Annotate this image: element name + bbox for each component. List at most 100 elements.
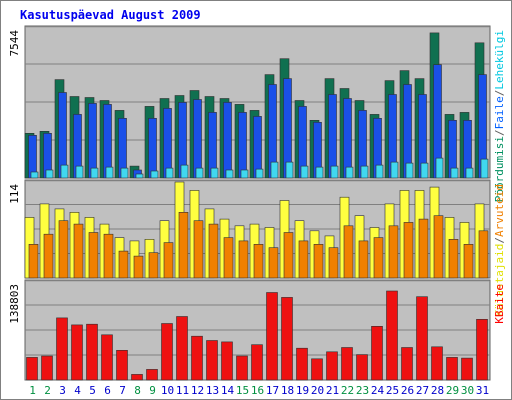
bars-bottom	[26, 290, 488, 381]
bar-faile-22	[343, 98, 352, 179]
x-tick-label: 28	[431, 384, 444, 397]
series-legend: KBaite	[493, 284, 506, 324]
bar-faile-14	[223, 102, 232, 179]
panels-layer: 7544Pöördumisi/Faile/Lehekülgi114Külasta…	[8, 25, 506, 381]
bars-top	[24, 32, 489, 179]
bar-kbaite-26	[401, 347, 413, 381]
bar-kbaite-18	[281, 297, 293, 381]
x-tick-label: 31	[476, 384, 489, 397]
bar-lehekülgi-23	[360, 165, 369, 179]
x-tick-label: 11	[176, 384, 189, 397]
bar-arvuteid-27	[418, 218, 429, 279]
bar-kbaite-21	[326, 351, 338, 381]
bar-lehekülgi-26	[405, 162, 414, 179]
bar-kbaite-27	[416, 296, 428, 381]
panel-bottom: 138803 KBaite	[8, 279, 506, 381]
legend-entry: /	[493, 129, 506, 136]
bar-kbaite-12	[191, 335, 203, 381]
bar-arvuteid-3	[58, 220, 69, 279]
x-tick-label: 29	[446, 384, 459, 397]
bar-faile-12	[193, 99, 202, 179]
bar-kbaite-22	[341, 347, 353, 381]
x-tick-label: 23	[356, 384, 369, 397]
bar-faile-15	[238, 112, 247, 179]
x-tick-label: 9	[149, 384, 156, 397]
x-tick-label: 20	[311, 384, 324, 397]
bar-arvuteid-17	[268, 247, 279, 279]
bar-kbaite-11	[176, 316, 188, 381]
bar-lehekülgi-28	[435, 157, 444, 179]
bar-lehekülgi-19	[300, 165, 309, 179]
bar-arvuteid-15	[238, 240, 249, 279]
chart-title: Kasutuspäevad August 2009	[20, 8, 201, 22]
bar-lehekülgi-8	[135, 173, 144, 179]
bar-kbaite-5	[86, 323, 98, 381]
bar-arvuteid-6	[103, 233, 114, 279]
series-legend: Külastajaid/Arvuteid	[493, 184, 506, 316]
bar-arvuteid-24	[373, 237, 384, 279]
bar-lehekülgi-12	[195, 167, 204, 179]
legend-entry: Külastajaid	[493, 244, 506, 317]
bar-kbaite-24	[371, 325, 383, 381]
bar-lehekülgi-15	[240, 169, 249, 179]
x-tick-label: 17	[266, 384, 279, 397]
bar-arvuteid-5	[88, 232, 99, 279]
x-tick-label: 19	[296, 384, 309, 397]
x-tick-label: 2	[44, 384, 51, 397]
y-max-label: 114	[8, 184, 21, 204]
bar-kbaite-14	[221, 341, 233, 381]
bar-kbaite-25	[386, 290, 398, 381]
bar-arvuteid-1	[28, 244, 39, 279]
x-tick-label: 22	[341, 384, 354, 397]
x-tick-label: 13	[206, 384, 219, 397]
bar-arvuteid-9	[148, 252, 159, 279]
bar-arvuteid-10	[163, 242, 174, 279]
bar-kbaite-23	[356, 354, 368, 381]
bar-kbaite-16	[251, 344, 263, 381]
bar-lehekülgi-17	[270, 161, 279, 179]
bar-faile-5	[88, 103, 97, 179]
bar-lehekülgi-16	[255, 168, 264, 179]
bar-kbaite-13	[206, 340, 218, 381]
x-tick-label: 12	[191, 384, 204, 397]
x-tick-label: 8	[134, 384, 141, 397]
bar-arvuteid-20	[313, 244, 324, 279]
x-tick-label: 27	[416, 384, 429, 397]
bar-lehekülgi-6	[105, 166, 114, 179]
bar-arvuteid-12	[193, 220, 204, 279]
x-tick-label: 24	[371, 384, 385, 397]
bar-kbaite-8	[131, 374, 143, 381]
bar-kbaite-17	[266, 292, 278, 381]
legend-entry: Arvuteid	[493, 184, 506, 237]
y-max-label: 7544	[8, 30, 21, 57]
series-legend: Pöördumisi/Faile/Lehekülgi	[493, 30, 506, 202]
bar-kbaite-29	[446, 357, 458, 381]
bar-kbaite-30	[461, 357, 473, 381]
bar-lehekülgi-1	[30, 171, 39, 179]
bar-arvuteid-31	[478, 230, 489, 279]
x-tick-label: 26	[401, 384, 414, 397]
x-tick-label: 5	[89, 384, 96, 397]
bar-lehekülgi-2	[45, 169, 54, 179]
bar-kbaite-3	[56, 317, 68, 381]
bar-arvuteid-11	[178, 212, 189, 279]
bar-faile-1	[28, 135, 37, 179]
legend-entry: Lehekülgi	[493, 30, 506, 90]
x-tick-label: 1	[29, 384, 36, 397]
bar-arvuteid-14	[223, 237, 234, 279]
bar-lehekülgi-4	[75, 165, 84, 179]
bar-kbaite-9	[146, 369, 158, 381]
bar-kbaite-15	[236, 355, 248, 381]
x-tick-label: 10	[161, 384, 174, 397]
bar-lehekülgi-13	[210, 167, 219, 179]
bar-kbaite-2	[41, 355, 53, 381]
bar-lehekülgi-10	[165, 167, 174, 179]
bar-lehekülgi-14	[225, 169, 234, 179]
bar-lehekülgi-9	[150, 170, 159, 179]
bar-lehekülgi-20	[315, 166, 324, 179]
x-tick-label: 15	[236, 384, 249, 397]
x-tick-label: 21	[326, 384, 339, 397]
bar-lehekülgi-25	[390, 161, 399, 179]
